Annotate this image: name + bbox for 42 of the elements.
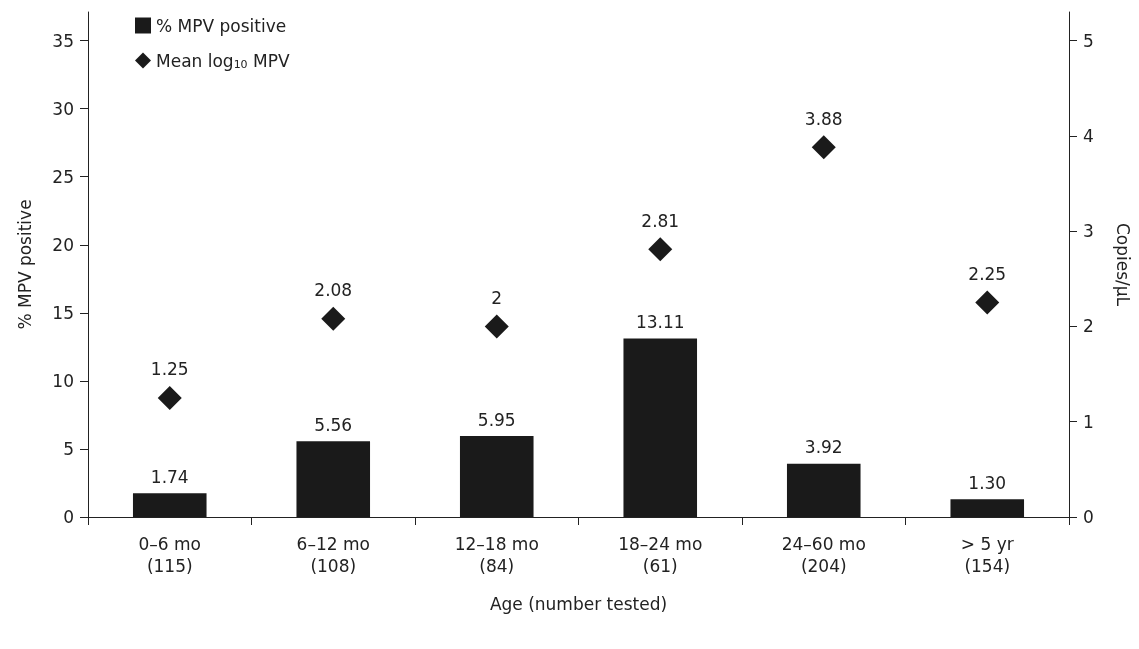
point (975, 290, 1000, 315)
data-label: 3.92 (804, 437, 843, 458)
y2-tick-label: 5 (1083, 30, 1094, 51)
data-label: 1.74 (150, 466, 189, 487)
x-axis-title: Age (number tested) (489, 593, 668, 614)
y-tick-label: 10 (52, 370, 74, 391)
data-label: 2.08 (314, 280, 353, 301)
x-tick-label: 0–6 mo (115) (138, 534, 201, 576)
y2-tick-label: 1 (1083, 411, 1094, 432)
x-tick-label: 18–24 mo (61) (618, 534, 703, 576)
x-tick-label: 12–18 mo (84) (454, 534, 539, 576)
y-tick-label: 20 (52, 234, 74, 255)
y-tick-label: 5 (63, 438, 74, 459)
data-label: 5.95 (477, 409, 516, 430)
data-label: 2.25 (968, 264, 1007, 285)
y-axis-title: % MPV positive (14, 199, 35, 330)
y-tick-label: 0 (63, 507, 74, 527)
y2-axis-title: Copies/µL (1112, 222, 1133, 307)
x-tick-label: > 5 yr (154) (960, 534, 1014, 576)
point (157, 385, 182, 410)
y2-tick-label: 3 (1083, 221, 1094, 242)
data-label: 3.88 (804, 108, 843, 129)
y-tick-label: 30 (52, 98, 74, 119)
point (321, 306, 346, 331)
x-tick-label: 24–60 mo (204) (781, 534, 866, 576)
data-label: 1.25 (150, 359, 189, 380)
data-label: 1.30 (968, 472, 1007, 493)
y2-tick-label: 4 (1083, 125, 1094, 146)
legend-label: % MPV positive (156, 15, 287, 36)
data-label: 2 (491, 287, 503, 308)
data-label: 5.56 (314, 414, 353, 435)
y2-tick-label: 2 (1083, 316, 1094, 337)
y-tick-label: 25 (52, 166, 74, 187)
y-tick-label: 15 (52, 302, 74, 323)
x-tick-label: 6–12 mo (108) (296, 534, 370, 576)
y-tick-label: 35 (52, 30, 74, 51)
point (484, 314, 509, 339)
data-label: 13.11 (635, 312, 685, 333)
data-label: 2.81 (641, 210, 680, 231)
point (648, 237, 673, 262)
y2-tick-label: 0 (1083, 507, 1094, 527)
point (811, 135, 836, 160)
